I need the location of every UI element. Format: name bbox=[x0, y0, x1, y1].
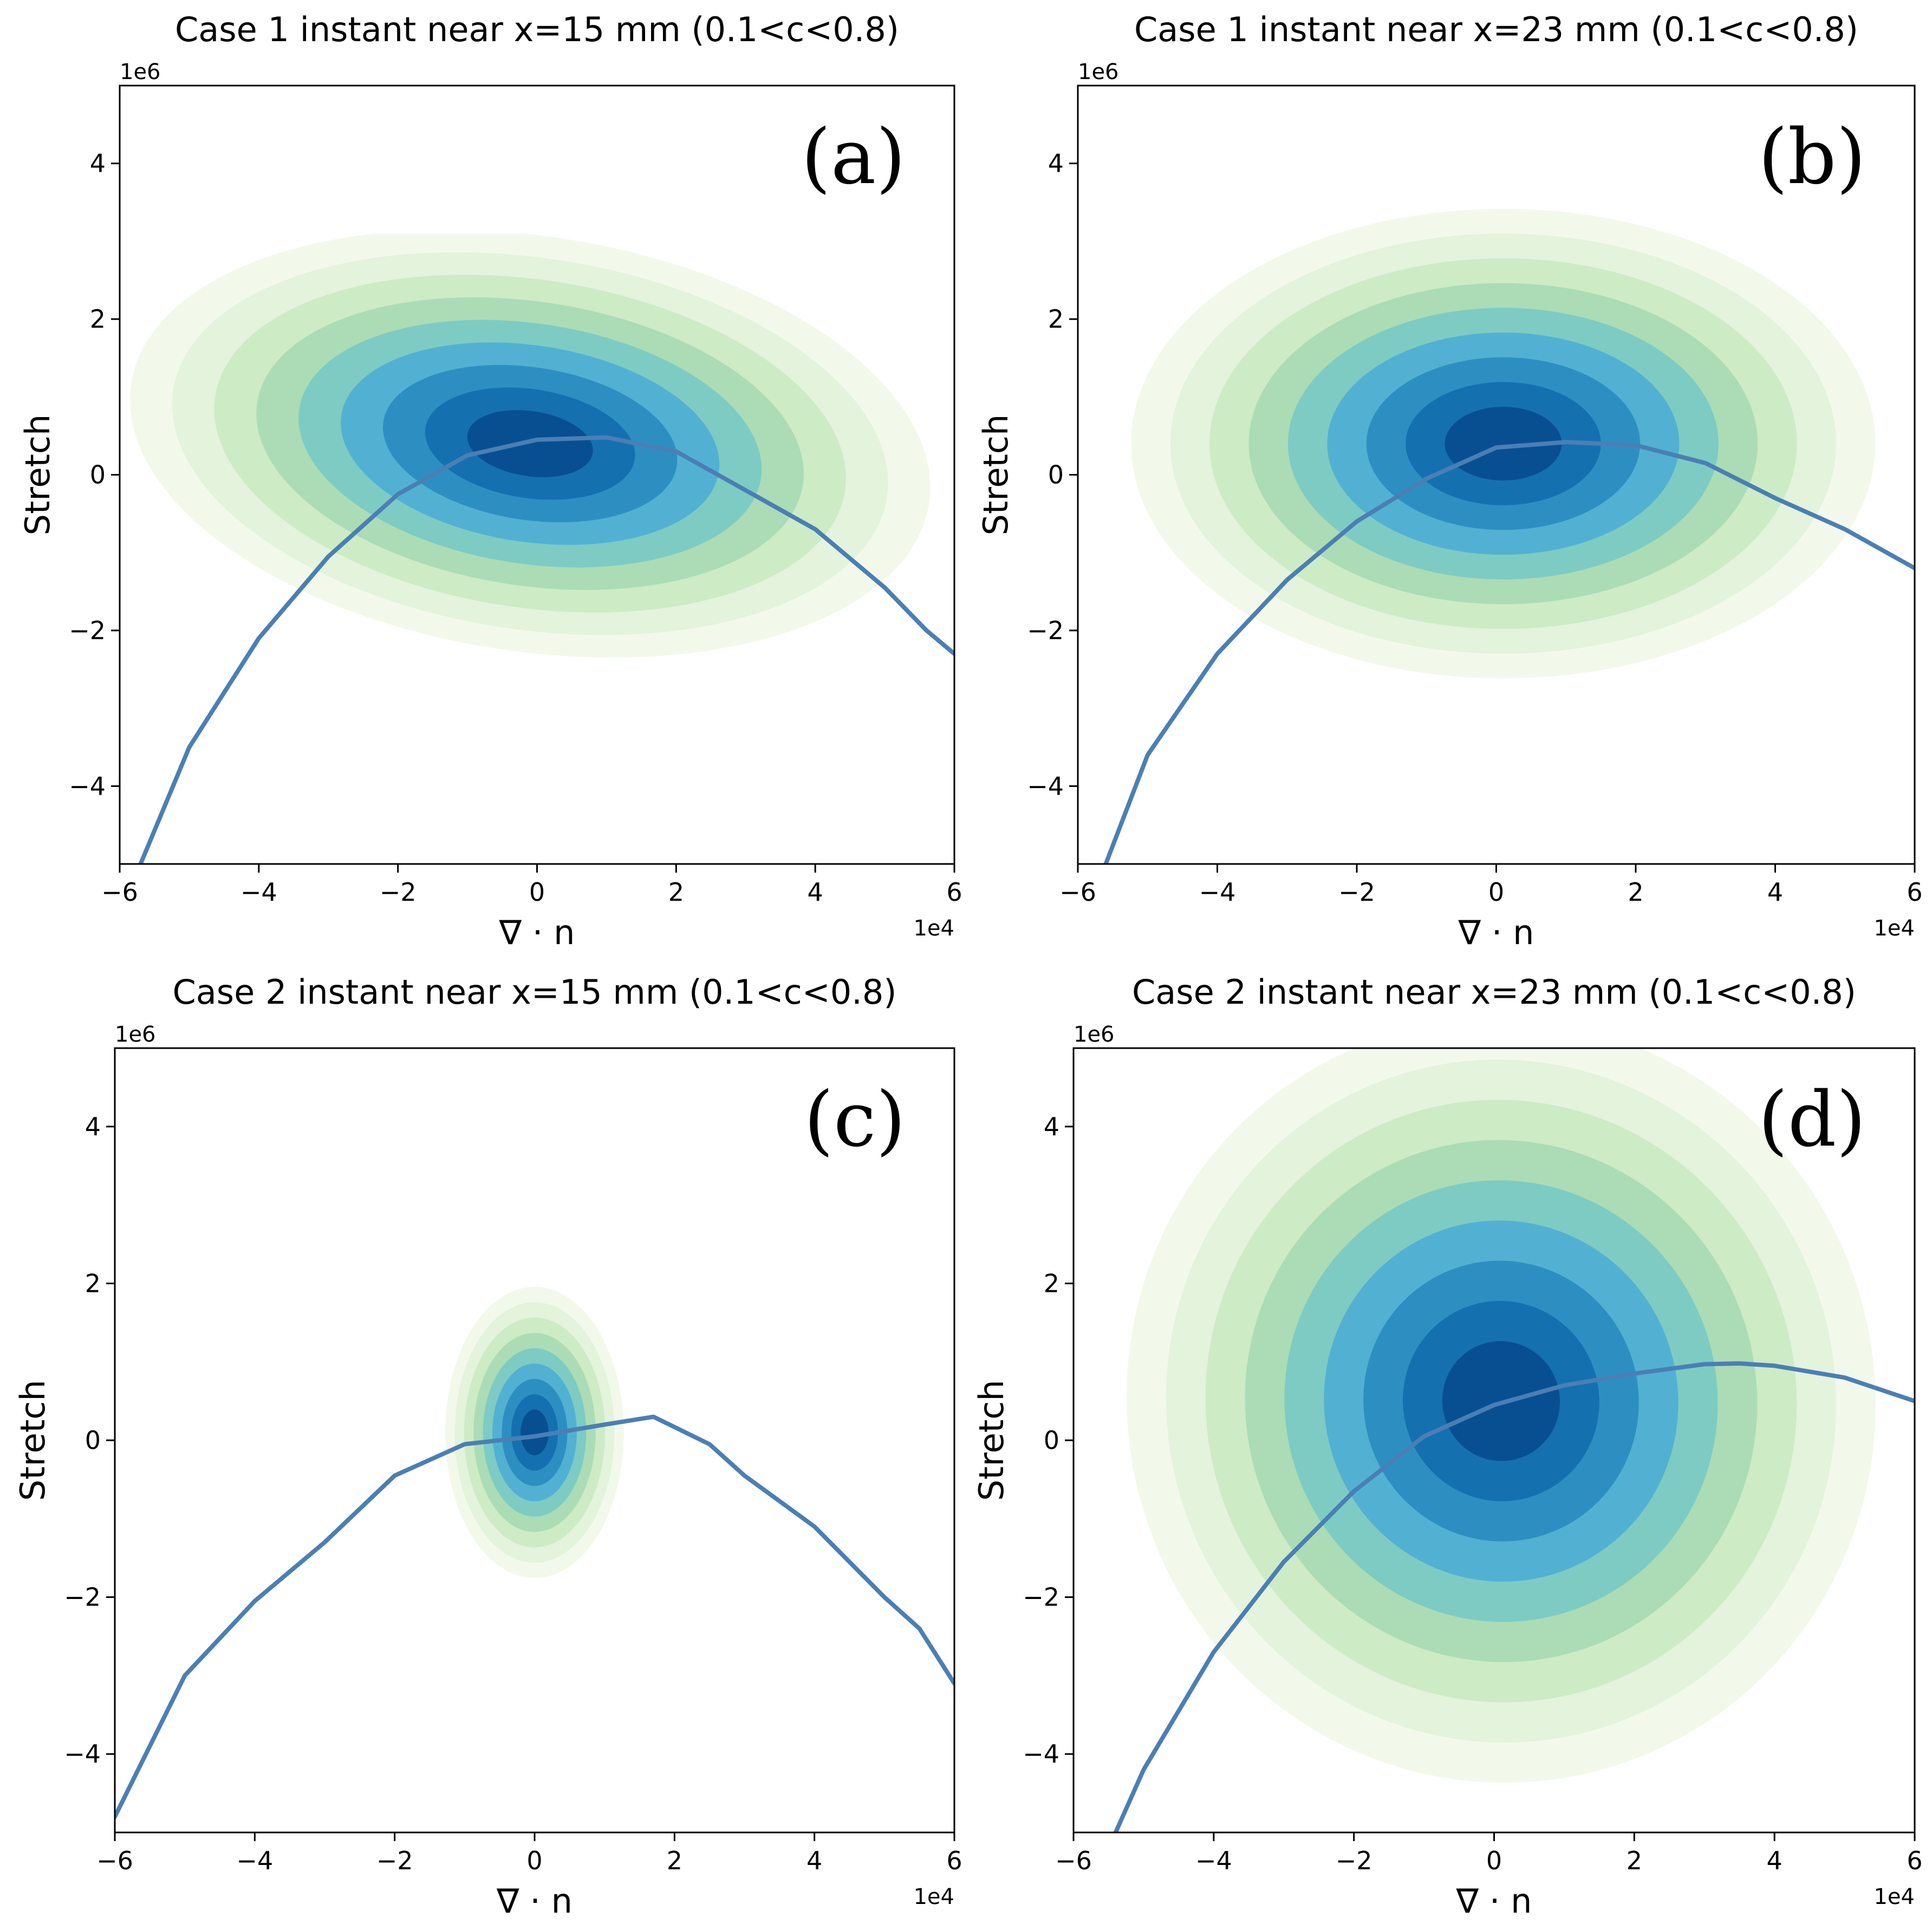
y-tick-label: 2 bbox=[90, 304, 106, 334]
chart-panel: −6 −4 −2 0 2 4 6 −4 −2 0 2 4 Case 1 instant near x=1… bbox=[18, 10, 962, 952]
y-tick-label: 0 bbox=[1048, 460, 1064, 490]
plot-area bbox=[1103, 209, 1915, 864]
plot-area bbox=[129, 233, 954, 864]
mean-curve bbox=[138, 435, 954, 864]
chart-panel: −6 −4 −2 0 2 4 6 −4 −2 0 2 4 Case 2 instant near x=2… bbox=[972, 972, 1923, 1921]
x-tick-label: 2 bbox=[667, 1846, 682, 1875]
x-tick-label: −2 bbox=[1336, 1846, 1372, 1875]
y-axis-label: Stretch bbox=[976, 414, 1016, 536]
density-contours bbox=[445, 1286, 624, 1578]
x-tick-label: −2 bbox=[376, 1846, 413, 1875]
y-tick-label: 0 bbox=[1044, 1426, 1059, 1455]
chart-title: Case 2 instant near x=15 mm (0.1<c<0.8) bbox=[173, 972, 897, 1012]
x-tick-label: 4 bbox=[808, 877, 823, 907]
x-axis-label: ∇ · n bbox=[1458, 913, 1534, 952]
mean-curve bbox=[1113, 1361, 1915, 1832]
x-offset-text: 1e4 bbox=[1874, 1884, 1915, 1909]
x-axis-label: ∇ · n bbox=[1456, 1881, 1532, 1921]
mean-curve bbox=[1103, 440, 1915, 864]
y-tick-label: −4 bbox=[64, 1739, 101, 1769]
x-tick-label: −4 bbox=[236, 1846, 273, 1875]
y-tick-label: 2 bbox=[1044, 1269, 1059, 1298]
y-tick-label: −2 bbox=[69, 616, 106, 645]
x-tick-label: 6 bbox=[946, 1846, 962, 1875]
y-offset-text: 1e6 bbox=[115, 1022, 156, 1047]
x-tick-label: −6 bbox=[96, 1846, 133, 1875]
x-offset-text: 1e4 bbox=[913, 916, 954, 941]
x-tick-label: 2 bbox=[1627, 1846, 1642, 1875]
y-axis-label: Stretch bbox=[13, 1380, 53, 1501]
x-tick-label: 4 bbox=[1767, 877, 1783, 907]
chart-panel: −6 −4 −2 0 2 4 6 −4 −2 0 2 4 Case 2 instant near x=1… bbox=[13, 972, 962, 1921]
panel-label: (b) bbox=[1758, 113, 1866, 202]
contour-level bbox=[467, 410, 593, 478]
x-tick-label: 6 bbox=[946, 877, 962, 907]
x-tick-label: −4 bbox=[1195, 1846, 1232, 1875]
y-tick-label: −4 bbox=[1027, 771, 1064, 801]
mean-curve bbox=[115, 1414, 954, 1819]
x-tick-label: 4 bbox=[806, 1846, 822, 1875]
y-tick-label: 2 bbox=[1048, 304, 1064, 334]
y-tick-label: −2 bbox=[64, 1583, 101, 1612]
x-offset-text: 1e4 bbox=[913, 1884, 954, 1909]
panel-label: (a) bbox=[801, 113, 906, 202]
y-tick-label: −2 bbox=[1023, 1583, 1059, 1612]
panel-label: (c) bbox=[804, 1076, 906, 1164]
x-tick-label: −4 bbox=[1199, 877, 1236, 907]
y-tick-label: −4 bbox=[1023, 1739, 1059, 1769]
y-tick-label: 4 bbox=[85, 1112, 101, 1141]
y-axis-label: Stretch bbox=[18, 414, 57, 536]
density-contours bbox=[1131, 209, 1876, 679]
chart-title: Case 2 instant near x=23 mm (0.1<c<0.8) bbox=[1132, 972, 1856, 1012]
chart-panel: −6 −4 −2 0 2 4 6 −4 −2 0 2 4 Case 1 instant near x=2… bbox=[976, 10, 1923, 952]
x-tick-label: −2 bbox=[1338, 877, 1375, 907]
y-tick-label: 4 bbox=[1048, 149, 1064, 178]
chart-title: Case 1 instant near x=15 mm (0.1<c<0.8) bbox=[175, 10, 899, 49]
contour-level bbox=[521, 1409, 549, 1455]
y-offset-text: 1e6 bbox=[1078, 60, 1119, 84]
x-tick-label: 4 bbox=[1767, 1846, 1783, 1875]
x-tick-label: 2 bbox=[1628, 877, 1643, 907]
y-tick-label: 4 bbox=[90, 149, 106, 178]
x-tick-label: 0 bbox=[526, 1846, 542, 1875]
density-contours bbox=[129, 233, 931, 658]
x-tick-label: −4 bbox=[240, 877, 277, 907]
x-tick-label: 0 bbox=[529, 877, 545, 907]
y-tick-label: −4 bbox=[69, 771, 106, 801]
y-tick-label: 4 bbox=[1044, 1112, 1059, 1141]
chart-title: Case 1 instant near x=23 mm (0.1<c<0.8) bbox=[1134, 10, 1858, 49]
x-axis-label: ∇ · n bbox=[499, 913, 575, 952]
x-axis-label: ∇ · n bbox=[496, 1881, 573, 1921]
x-tick-label: 0 bbox=[1486, 1846, 1502, 1875]
x-tick-label: 0 bbox=[1488, 877, 1504, 907]
x-tick-label: −6 bbox=[101, 877, 138, 907]
contour-level bbox=[1445, 406, 1562, 481]
x-tick-label: 6 bbox=[1907, 877, 1922, 907]
x-offset-text: 1e4 bbox=[1874, 916, 1915, 941]
y-tick-label: 2 bbox=[85, 1269, 101, 1298]
x-tick-label: −6 bbox=[1055, 1846, 1092, 1875]
x-tick-label: 2 bbox=[668, 877, 684, 907]
y-offset-text: 1e6 bbox=[1074, 1022, 1115, 1047]
y-axis-label: Stretch bbox=[972, 1380, 1011, 1501]
y-tick-label: 0 bbox=[85, 1426, 101, 1455]
y-tick-label: 0 bbox=[90, 460, 106, 490]
panel-label: (d) bbox=[1758, 1076, 1866, 1164]
x-tick-label: −6 bbox=[1059, 877, 1096, 907]
y-tick-label: −2 bbox=[1027, 616, 1064, 645]
x-tick-label: 6 bbox=[1907, 1846, 1922, 1875]
plot-area bbox=[115, 1286, 954, 1819]
y-offset-text: 1e6 bbox=[120, 60, 161, 84]
plot-area bbox=[1113, 1048, 1915, 1832]
x-tick-label: −2 bbox=[380, 877, 417, 907]
